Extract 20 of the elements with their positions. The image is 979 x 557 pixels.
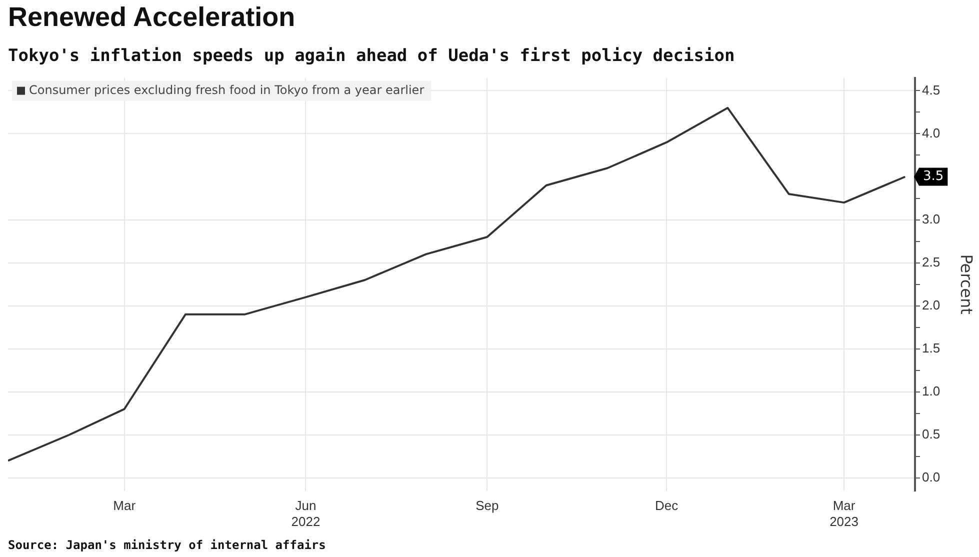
legend-label: Consumer prices excluding fresh food in Tokyo from a year earlier	[29, 82, 424, 97]
y-tick-label: 2.0	[922, 297, 940, 312]
y-tick-label: 4.0	[922, 125, 940, 140]
y-axis-title: Percent	[956, 254, 976, 314]
x-tick-label: Jun 2022	[291, 498, 320, 529]
y-tick-label: 2.5	[922, 254, 940, 270]
y-tick-label: 1.5	[922, 340, 940, 356]
x-tick-label: Mar 2023	[830, 498, 858, 529]
x-tick-label: Dec	[655, 498, 679, 514]
x-tick-label: Mar	[113, 498, 136, 514]
chart-title: Renewed Acceleration	[8, 2, 296, 33]
y-tick-label: 0.0	[922, 469, 940, 484]
y-tick-label: 3.0	[922, 211, 940, 226]
chart-subtitle: Tokyo's inflation speeds up again ahead of Ueda's first policy decision	[8, 46, 735, 66]
data-label: 3.5	[923, 169, 944, 184]
source-note: Source: Japan's ministry of internal affairs	[8, 538, 326, 552]
y-tick-label: 1.0	[922, 383, 940, 398]
x-tick-label: Sep	[476, 498, 499, 514]
y-tick-label: 0.5	[922, 426, 940, 442]
y-tick-label: 4.5	[922, 82, 940, 98]
